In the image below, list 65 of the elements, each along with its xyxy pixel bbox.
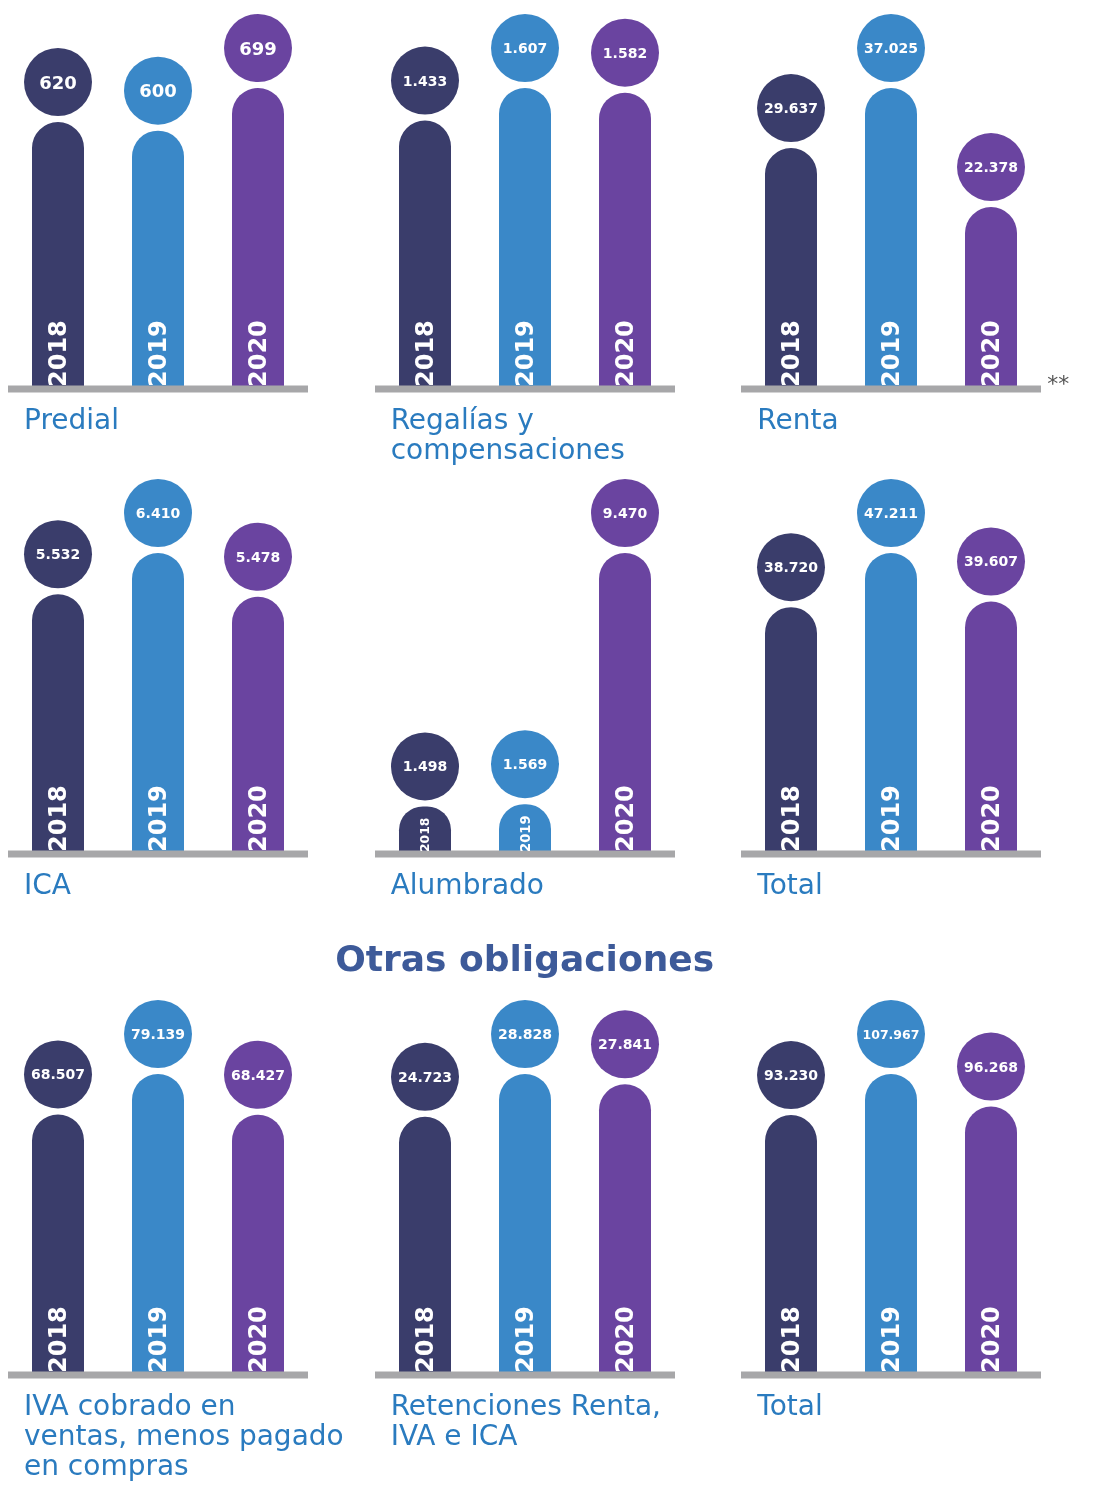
x-tick-label: 2020 <box>244 785 272 852</box>
data-label: 1.498 <box>402 758 447 775</box>
x-tick-label: 2019 <box>144 320 172 387</box>
data-label: 1.433 <box>402 72 447 89</box>
x-tick-label: 2019 <box>510 320 539 387</box>
x-tick-label: 2018 <box>777 1306 806 1373</box>
data-label: 39.607 <box>964 553 1019 570</box>
x-tick-label: 2020 <box>610 320 639 387</box>
data-label: 93.230 <box>764 1067 819 1084</box>
x-tick-label: 2020 <box>610 1306 639 1373</box>
data-label: 9.470 <box>602 505 648 521</box>
x-axis-title: Total <box>757 1389 824 1422</box>
x-tick-label: 2019 <box>877 320 906 387</box>
data-label: 24.723 <box>397 1068 452 1085</box>
x-tick-label: 2019 <box>144 1306 172 1373</box>
data-label: 96.268 <box>964 1058 1019 1075</box>
x-tick-label: 2019 <box>517 815 533 852</box>
text: ** <box>1047 371 1070 396</box>
data-label: 107.967 <box>862 1026 920 1042</box>
x-tick-label: 2018 <box>777 785 806 852</box>
data-label: 79.139 <box>130 1026 186 1042</box>
x-tick-label: 2019 <box>877 785 906 852</box>
x-axis-title: ICA <box>24 868 72 901</box>
data-label: 600 <box>139 80 177 102</box>
data-label: 37.025 <box>864 40 919 56</box>
data-label: 620 <box>39 71 77 93</box>
x-axis-title: IVA cobrado en ventas, menos pagado en compras <box>24 1389 344 1482</box>
x-axis-title: Regalías y compensaciones <box>390 403 626 466</box>
data-label: 68.507 <box>30 1066 86 1083</box>
x-tick-label: 2018 <box>44 785 72 852</box>
x-tick-label: 2020 <box>244 1306 272 1373</box>
x-tick-label: 2018 <box>44 1306 72 1373</box>
x-tick-label: 2018 <box>410 320 439 387</box>
data-label: 29.637 <box>764 100 819 117</box>
x-tick-label: 2020 <box>610 785 639 852</box>
x-tick-label: 2018 <box>410 1306 439 1373</box>
x-tick-label: 2019 <box>144 785 172 852</box>
x-tick-label: 2019 <box>877 1306 906 1373</box>
data-label: 22.378 <box>964 159 1019 176</box>
x-axis-title: Total <box>757 868 824 901</box>
x-tick-label: 2020 <box>244 320 272 387</box>
data-label: 1.569 <box>502 756 547 773</box>
x-axis-title: Renta <box>757 403 840 436</box>
data-label: 38.720 <box>764 559 819 576</box>
chart-title: Otras obligaciones <box>335 938 715 981</box>
x-tick-label: 2018 <box>417 817 432 852</box>
x-tick-label: 2019 <box>510 1306 539 1373</box>
x-axis-title: Predial <box>24 403 120 436</box>
data-label: 699 <box>239 37 277 59</box>
x-tick-label: 2020 <box>977 320 1006 387</box>
data-label: 5.478 <box>235 548 281 565</box>
x-tick-label: 2018 <box>777 320 806 387</box>
data-label: 47.211 <box>864 505 919 521</box>
data-label: 28.828 <box>497 1026 552 1042</box>
data-label: 27.841 <box>597 1036 652 1053</box>
x-axis-title: Alumbrado <box>390 868 545 901</box>
data-label: 6.410 <box>135 505 181 521</box>
data-label: 5.532 <box>35 546 81 563</box>
x-tick-label: 2020 <box>977 1306 1006 1373</box>
x-tick-label: 2018 <box>44 320 72 387</box>
data-label: 68.427 <box>230 1066 286 1083</box>
data-label: 1.607 <box>502 40 547 56</box>
x-tick-label: 2020 <box>977 785 1006 852</box>
x-axis-title: Retenciones Renta, IVA e ICA <box>390 1389 663 1452</box>
data-label: 1.582 <box>602 44 647 61</box>
